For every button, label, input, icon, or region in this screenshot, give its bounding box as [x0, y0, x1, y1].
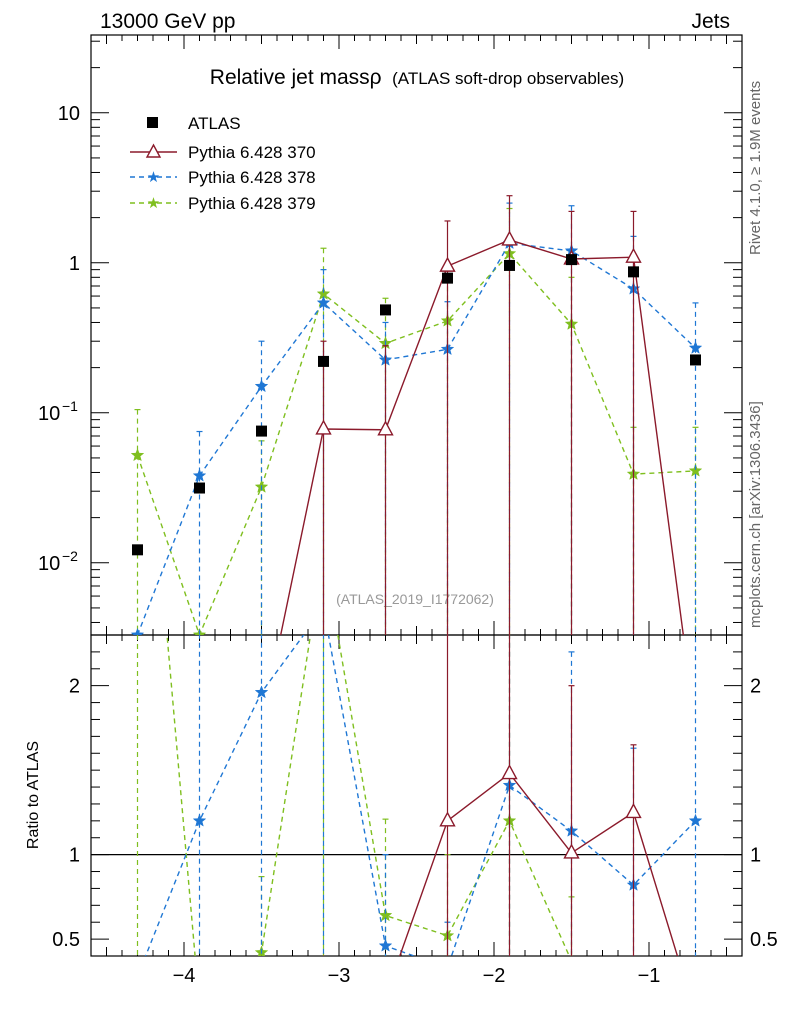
main-marker-378 — [316, 295, 331, 309]
main-y-tick-label: 10 — [38, 403, 60, 425]
main-marker-370 — [377, 420, 394, 436]
legend-378-marker: ★ — [147, 169, 160, 186]
ratio-marker-378 — [441, 961, 453, 973]
main-marker-atlas — [132, 544, 143, 556]
ratio-marker-379 — [627, 1009, 639, 1021]
ratio-y-tick-label: 0.5 — [52, 929, 80, 951]
ratio-marker-379 — [689, 987, 701, 999]
ratio-marker-379 — [131, 291, 143, 303]
ratio-marker-378 — [688, 813, 703, 827]
main-marker-atlas — [318, 355, 329, 367]
ratio-y-tick-label: 1 — [69, 845, 80, 867]
main-marker-atlas — [628, 266, 639, 278]
main-marker-370 — [625, 247, 642, 263]
ratio-marker-370 — [439, 811, 456, 827]
main-y-tick-exponent: −1 — [62, 398, 78, 414]
main-marker-370 — [501, 230, 518, 246]
main-marker-379 — [688, 463, 703, 477]
main-marker-atlas — [194, 482, 205, 494]
main-plot-group — [130, 195, 703, 635]
ratio-y-tick-label-right: 0.5 — [750, 929, 778, 951]
legend-atlas-marker — [147, 117, 158, 128]
category-label: Jets — [691, 10, 730, 33]
main-marker-atlas — [380, 304, 391, 316]
legend-379-marker: ★ — [147, 195, 160, 212]
ratio-marker-370 — [255, 1007, 269, 1020]
mcplots-label: mcplots.cern.ch [arXiv:1306.3436] — [747, 401, 764, 628]
main-marker-378 — [254, 379, 269, 393]
main-marker-378 — [192, 468, 207, 482]
main-y-tick-label: 10 — [38, 553, 60, 575]
legend: ATLAS Pythia 6.428 370 ★ Pythia 6.428 37… — [130, 114, 316, 213]
ratio-series-line-370 — [399, 772, 679, 956]
plot-title-sub: (ATLAS soft-drop observables) — [392, 69, 624, 88]
energy-label: 13000 GeV pp — [100, 10, 235, 33]
legend-370-label: Pythia 6.428 370 — [188, 143, 316, 162]
ratio-plot-group — [131, 291, 703, 1021]
main-series-line-370 — [279, 239, 685, 635]
main-y-tick-exponent: −2 — [62, 548, 78, 564]
plot-title: Relative jet massρ (ATLAS soft-drop obse… — [210, 66, 624, 89]
x-tick-label: −3 — [328, 965, 351, 987]
legend-378-label: Pythia 6.428 378 — [188, 168, 316, 187]
plot-title-main: Relative jet massρ — [210, 66, 382, 89]
main-marker-379 — [130, 448, 145, 462]
main-marker-atlas — [566, 254, 577, 266]
main-marker-370 — [315, 419, 332, 435]
ratio-marker-370 — [501, 764, 518, 780]
x-tick-label: −1 — [638, 965, 661, 987]
main-marker-378 — [688, 340, 703, 354]
main-marker-atlas — [504, 259, 515, 271]
ratio-series-line-379 — [166, 635, 571, 956]
ratio-marker-379 — [193, 1000, 205, 1012]
main-marker-atlas — [442, 272, 453, 284]
ratio-marker-378 — [131, 970, 143, 982]
ratio-marker-378 — [192, 813, 207, 827]
main-series-line-378 — [136, 242, 696, 635]
ratio-series-line-378 — [144, 635, 697, 956]
main-marker-378 — [130, 627, 145, 635]
ratio-ylabel: Ratio to ATLAS — [25, 741, 42, 849]
main-y-tick-label: 10 — [58, 103, 80, 125]
x-tick-label: −2 — [483, 965, 506, 987]
ratio-marker-370 — [131, 1007, 145, 1020]
legend-370-marker — [145, 143, 162, 158]
analysis-watermark: (ATLAS_2019_I1772062) — [336, 591, 494, 607]
ratio-marker-370 — [625, 802, 642, 819]
x-tick-label: −4 — [173, 965, 196, 987]
ratio-marker-370 — [689, 1007, 703, 1020]
rivet-label: Rivet 4.1.0, ≥ 1.9M events — [747, 81, 764, 255]
ratio-marker-378 — [254, 685, 269, 699]
legend-379-label: Pythia 6.428 379 — [188, 194, 316, 213]
main-series-line-379 — [136, 252, 696, 635]
ratio-y-tick-label: 2 — [69, 676, 80, 698]
ratio-y-tick-label-right: 1 — [750, 845, 761, 867]
main-marker-370 — [439, 256, 456, 272]
ratio-marker-370 — [379, 989, 393, 1002]
ratio-marker-370 — [193, 1007, 207, 1020]
ratio-y-tick-label-right: 2 — [750, 676, 761, 698]
main-marker-atlas — [256, 425, 267, 437]
ratio-marker-378 — [378, 938, 393, 952]
legend-atlas-label: ATLAS — [188, 114, 241, 133]
main-marker-atlas — [690, 354, 701, 366]
main-y-tick-label: 1 — [69, 253, 80, 275]
ratio-marker-370 — [563, 843, 580, 859]
